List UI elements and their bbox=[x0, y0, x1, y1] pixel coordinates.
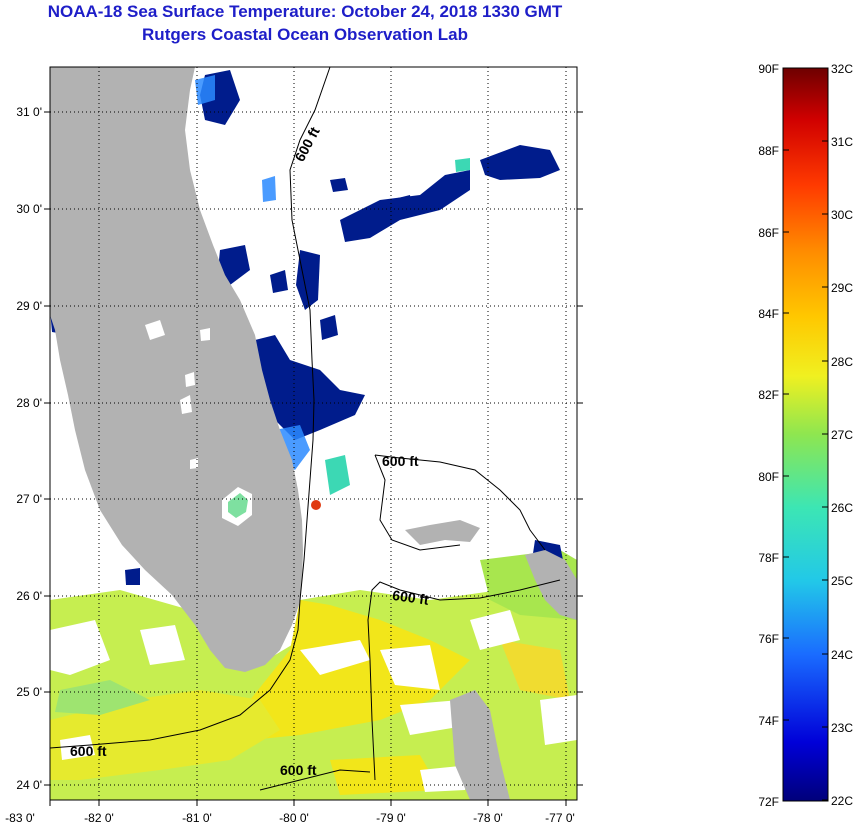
colorbar-c-label: 23C bbox=[831, 721, 853, 735]
lat-label: 26 0' bbox=[16, 589, 42, 603]
colorbar-f-label: 84F bbox=[758, 307, 779, 321]
colorbar-f-label: 72F bbox=[758, 795, 779, 809]
map-subtitle: Rutgers Coastal Ocean Observation Lab bbox=[142, 25, 468, 44]
cloud-patches bbox=[50, 610, 577, 792]
colorbar-c-label: 28C bbox=[831, 355, 853, 369]
isobath-label: 600 ft bbox=[382, 453, 419, 469]
lat-label: 31 0' bbox=[16, 105, 42, 119]
longitude-labels: -83 0' -82 0' -81 0' -80 0' -79 0' -78 0… bbox=[5, 811, 575, 825]
lat-label: 30 0' bbox=[16, 202, 42, 216]
colorbar-f-label: 88F bbox=[758, 144, 779, 158]
warm-water-region bbox=[50, 550, 577, 800]
lat-label: 29 0' bbox=[16, 299, 42, 313]
grand-bahama-land bbox=[405, 520, 480, 545]
colorbar-c-label: 25C bbox=[831, 574, 853, 588]
lat-label: 27 0' bbox=[16, 492, 42, 506]
andros-land bbox=[450, 690, 510, 800]
lon-label: -82 0' bbox=[84, 811, 114, 825]
colorbar bbox=[782, 67, 829, 802]
lat-label: 24 0' bbox=[16, 778, 42, 792]
colorbar-c-label: 30C bbox=[831, 208, 853, 222]
colorbar-f-label: 80F bbox=[758, 470, 779, 484]
colorbar-ticks bbox=[783, 67, 828, 802]
colorbar-c-labels: 32C 31C 30C 29C 28C 27C 26C 25C 24C 23C … bbox=[831, 62, 853, 808]
lon-label: -79 0' bbox=[376, 811, 406, 825]
abaco-land bbox=[525, 550, 577, 620]
map-title: NOAA-18 Sea Surface Temperature: October… bbox=[47, 2, 563, 21]
colorbar-c-label: 29C bbox=[831, 281, 853, 295]
colorbar-c-label: 32C bbox=[831, 62, 853, 76]
lat-label: 25 0' bbox=[16, 685, 42, 699]
isobath-label: 600 ft bbox=[70, 743, 107, 759]
lon-label: -77 0' bbox=[545, 811, 575, 825]
colorbar-c-label: 27C bbox=[831, 428, 853, 442]
lon-label: -78 0' bbox=[473, 811, 503, 825]
warm-spot bbox=[311, 500, 321, 510]
colorbar-f-label: 78F bbox=[758, 551, 779, 565]
colorbar-f-label: 82F bbox=[758, 388, 779, 402]
inland-lakes bbox=[145, 320, 210, 469]
colorbar-f-labels: 90F 88F 86F 84F 82F 80F 78F 76F 74F 72F bbox=[758, 62, 779, 809]
colorbar-f-label: 76F bbox=[758, 632, 779, 646]
colorbar-c-label: 24C bbox=[831, 648, 853, 662]
axis-ticks bbox=[44, 111, 583, 806]
colorbar-f-label: 90F bbox=[758, 62, 779, 76]
map-frame bbox=[49, 66, 578, 801]
isobath-label: 600 ft bbox=[391, 587, 430, 608]
lon-label: -83 0' bbox=[5, 811, 35, 825]
colorbar-c-label: 31C bbox=[831, 135, 853, 149]
colorbar-f-label: 74F bbox=[758, 714, 779, 728]
colorbar-f-label: 86F bbox=[758, 226, 779, 240]
colorbar-c-label: 22C bbox=[831, 794, 853, 808]
lon-label: -81 0' bbox=[182, 811, 212, 825]
colorbar-c-label: 26C bbox=[831, 501, 853, 515]
lat-label: 28 0' bbox=[16, 396, 42, 410]
latitude-labels: 31 0' 30 0' 29 0' 28 0' 27 0' 26 0' 25 0… bbox=[16, 105, 42, 792]
isobath-label: 600 ft bbox=[280, 762, 317, 778]
lon-label: -80 0' bbox=[279, 811, 309, 825]
